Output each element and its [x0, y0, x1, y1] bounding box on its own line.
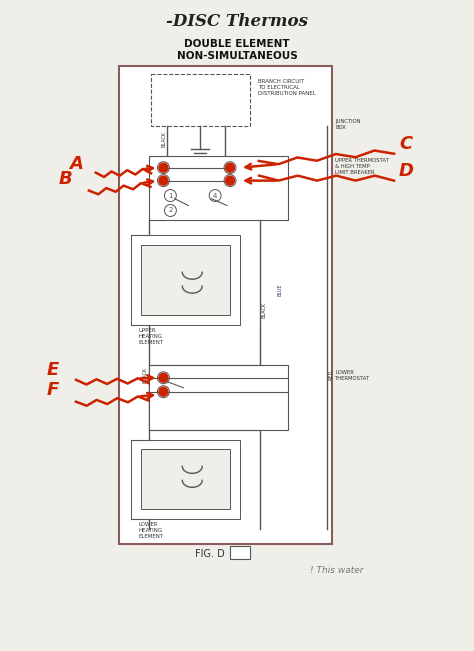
Text: UPPER
HEATING
ELEMENT: UPPER HEATING ELEMENT: [138, 328, 164, 344]
Text: RED: RED: [329, 370, 334, 380]
Bar: [118, 66, 332, 544]
Text: LOWER
HEATING
ELEMENT: LOWER HEATING ELEMENT: [138, 522, 164, 539]
Text: BLACK: BLACK: [142, 367, 147, 383]
Text: UPPER THERMOSTAT
& HIGH TEMP
LIMIT BREAKER: UPPER THERMOSTAT & HIGH TEMP LIMIT BREAK…: [336, 158, 389, 175]
Circle shape: [159, 163, 168, 172]
Text: NON-SIMULTANEOUS: NON-SIMULTANEOUS: [177, 51, 297, 61]
Bar: [151, 74, 250, 126]
Circle shape: [159, 387, 168, 396]
Text: C: C: [399, 135, 412, 153]
Text: BLACK: BLACK: [261, 302, 266, 318]
Circle shape: [159, 176, 168, 185]
Text: F: F: [46, 381, 58, 398]
Text: FIG. D: FIG. D: [195, 549, 225, 559]
Bar: [230, 546, 250, 559]
Text: BLUE: BLUE: [277, 284, 282, 296]
Circle shape: [226, 163, 235, 172]
Text: -DISC Thermos: -DISC Thermos: [166, 13, 308, 31]
Bar: [131, 236, 240, 325]
Text: DOUBLE ELEMENT: DOUBLE ELEMENT: [184, 39, 290, 49]
Bar: [148, 365, 288, 430]
Bar: [131, 439, 240, 519]
Text: LOWER
THERMOSTAT: LOWER THERMOSTAT: [336, 370, 371, 381]
Text: 2: 2: [168, 208, 173, 214]
Text: ! This water: ! This water: [310, 566, 363, 575]
Bar: [141, 245, 230, 315]
Bar: [148, 156, 288, 221]
Circle shape: [226, 176, 235, 185]
Text: D: D: [399, 161, 414, 180]
Circle shape: [159, 373, 168, 382]
Text: JUNCTION
BOX: JUNCTION BOX: [336, 119, 361, 130]
Text: E: E: [46, 361, 58, 379]
Text: A: A: [69, 155, 83, 173]
Text: B: B: [59, 170, 73, 187]
Text: BRANCH CIRCUIT
TO ELECTRICAL
DISTRIBUTION PANEL: BRANCH CIRCUIT TO ELECTRICAL DISTRIBUTIO…: [258, 79, 316, 96]
Text: 4: 4: [213, 193, 217, 199]
Text: BLACK: BLACK: [162, 131, 167, 147]
Bar: [141, 449, 230, 509]
Text: 1: 1: [168, 193, 173, 199]
